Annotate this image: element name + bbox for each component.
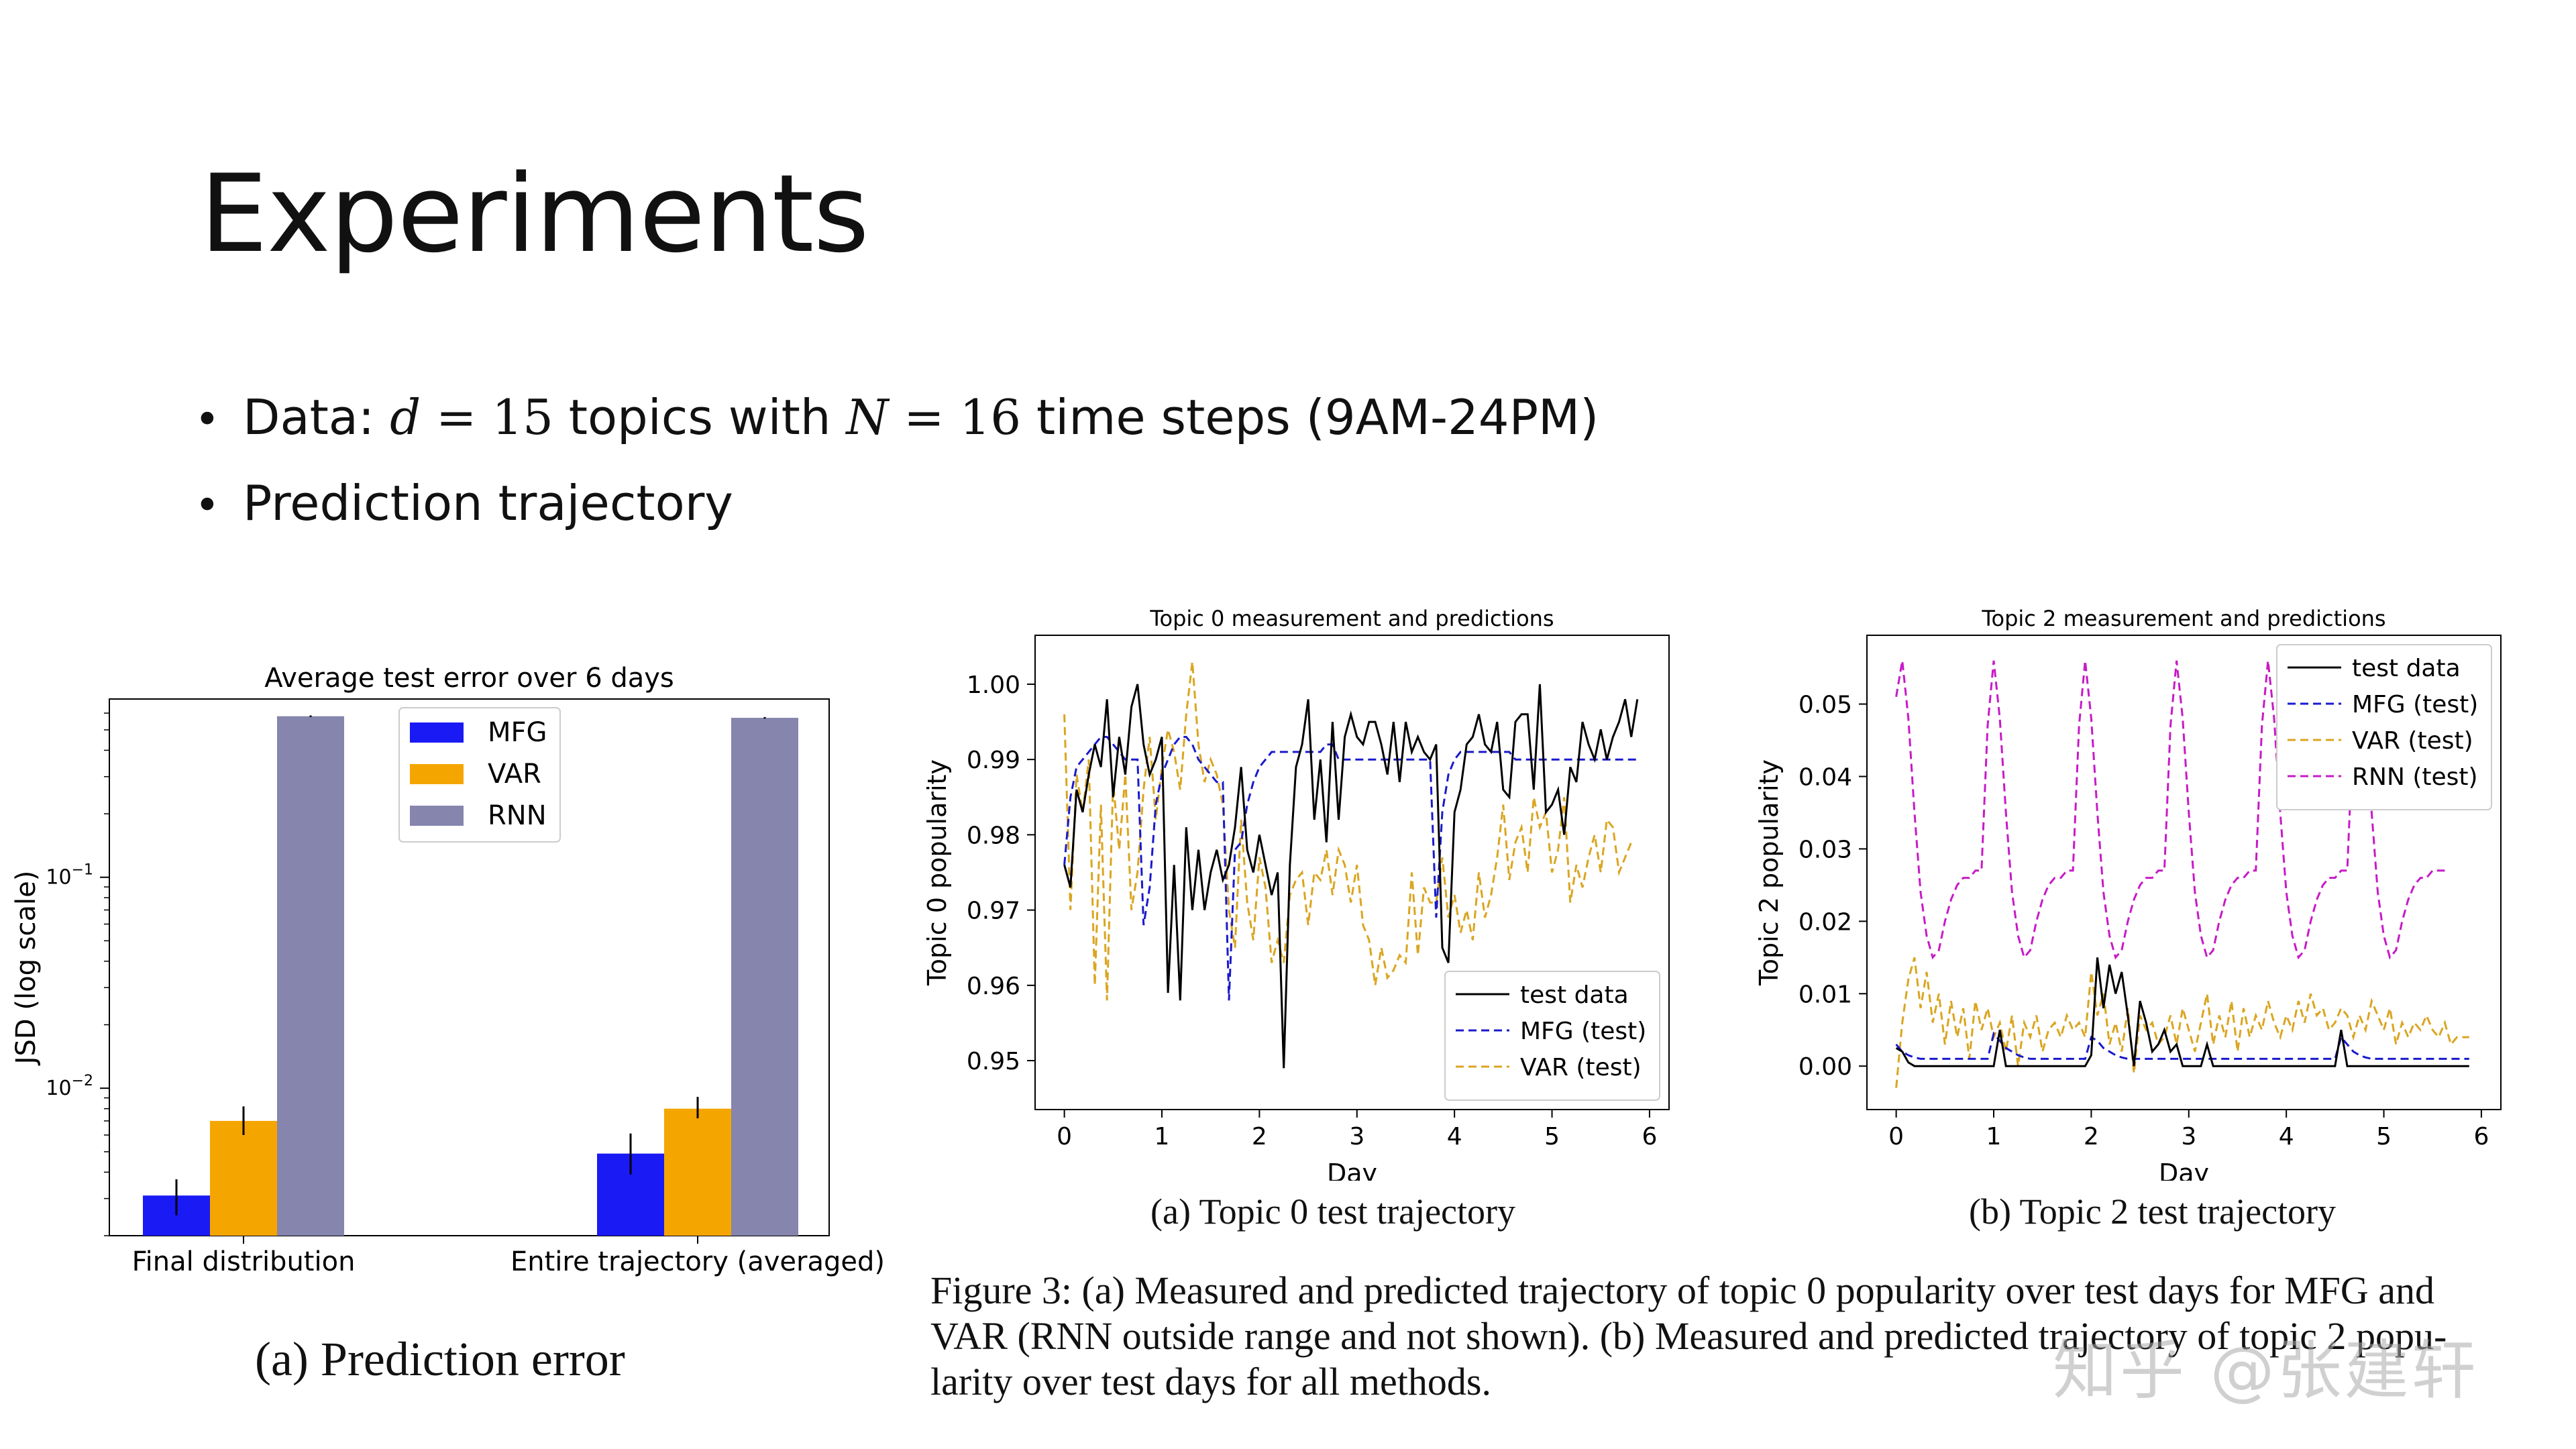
legend-label: VAR (test)	[1520, 1054, 1642, 1081]
caption-prediction-error: (a) Prediction error	[255, 1332, 625, 1386]
figure-caption: Figure 3: (a) Measured and predicted tra…	[930, 1268, 2561, 1405]
legend-swatch	[410, 806, 464, 826]
x-axis-label: Day	[2159, 1159, 2209, 1181]
y-tick-label: 0.02	[1799, 908, 1852, 936]
chart-title: Topic 0 measurement and predictions	[1149, 606, 1554, 631]
x-tick-label: 6	[2473, 1123, 2489, 1150]
bullet-dot: •	[195, 395, 220, 445]
bullet-list: • Data: d = 15 topics with N = 16 time s…	[195, 389, 1599, 561]
y-tick-label: 10−2	[46, 1073, 93, 1100]
x-tick-label: 0	[1888, 1123, 1904, 1150]
bullet-data: • Data: d = 15 topics with N = 16 time s…	[195, 389, 1599, 475]
legend-label: test data	[1520, 981, 1629, 1009]
y-tick-label: 0.98	[967, 822, 1020, 849]
bar-rnn	[731, 718, 798, 1236]
x-tick-label: 5	[2376, 1123, 2392, 1150]
series-line-var-test	[1063, 661, 1633, 1001]
series-line-test-data	[1895, 957, 2469, 1067]
y-tick-label: 0.97	[967, 898, 1020, 925]
bar-var	[210, 1120, 277, 1236]
x-tick-label: 3	[1349, 1123, 1364, 1150]
y-tick-label: 10−1	[46, 862, 93, 890]
bullet-trajectory-text: Prediction trajectory	[243, 475, 733, 531]
bullet-data-text: Data: d = 15 topics with N = 16 time ste…	[243, 389, 1599, 445]
legend-label: MFG (test)	[2352, 691, 2478, 718]
plot-frame	[109, 698, 830, 1236]
plot-frame	[1034, 635, 1670, 1110]
y-tick-label: 0.03	[1799, 836, 1852, 863]
y-axis-label: Topic 2 popularity	[1754, 759, 1784, 986]
y-tick-label: 0.95	[967, 1048, 1020, 1075]
legend-label: test data	[2352, 655, 2461, 682]
plot-frame	[1866, 635, 2502, 1110]
bar-var	[664, 1108, 731, 1236]
legend-swatch	[410, 764, 464, 784]
y-axis-label: JSD (log scale)	[11, 871, 42, 1067]
x-tick-label: 2	[2084, 1123, 2099, 1150]
caption-topic0: (a) Topic 0 test trajectory	[1150, 1191, 1516, 1232]
x-tick-label: Entire trajectory (averaged)	[511, 1246, 885, 1277]
x-tick-label: 3	[2181, 1123, 2196, 1150]
figure-caption-line: VAR (RNN outside range and not shown). (…	[930, 1314, 2447, 1358]
y-axis-label: Topic 0 popularity	[922, 759, 952, 986]
y-tick-label: 0.96	[967, 973, 1020, 1000]
y-tick-label: 0.01	[1799, 981, 1852, 1008]
y-tick-label: 0.05	[1799, 692, 1852, 719]
chart-title: Average test error over 6 days	[264, 663, 674, 694]
legend-label: MFG	[488, 717, 547, 748]
series-line-mfg-test	[1895, 1031, 2469, 1060]
chart-title: Topic 2 measurement and predictions	[1981, 606, 2385, 631]
x-tick-label: 0	[1057, 1123, 1072, 1150]
x-tick-label: 1	[1986, 1123, 2002, 1150]
bar-chart-prediction-error: Average test error over 6 days JSD (log s…	[11, 663, 885, 1277]
legend-swatch	[410, 722, 464, 743]
x-axis-label: Day	[1327, 1159, 1377, 1181]
caption-topic2: (b) Topic 2 test trajectory	[1969, 1191, 2337, 1232]
x-tick-label: 4	[2279, 1123, 2294, 1150]
bullet-trajectory: • Prediction trajectory	[195, 475, 1599, 561]
x-tick-label: Final distribution	[132, 1246, 356, 1277]
legend-label: RNN	[488, 800, 547, 831]
bullet-dot: •	[195, 481, 220, 531]
legend-box	[2276, 644, 2492, 810]
legend-label: VAR	[488, 759, 541, 790]
x-tick-label: 1	[1155, 1123, 1170, 1150]
figure-caption-line: Figure 3: (a) Measured and predicted tra…	[930, 1269, 2435, 1312]
x-tick-label: 4	[1447, 1123, 1462, 1150]
legend-label: VAR (test)	[2352, 727, 2473, 755]
slide-title: Experiments	[200, 151, 869, 276]
x-tick-label: 2	[1252, 1123, 1267, 1150]
legend-box	[1444, 971, 1660, 1101]
x-tick-label: 6	[1642, 1123, 1657, 1150]
line-chart-topic2: Topic 2 measurement and predictions Day To…	[1754, 606, 2502, 1181]
watermark: 知乎 @张建轩	[2053, 1333, 2479, 1408]
legend-label: RNN (test)	[2352, 763, 2478, 791]
legend-label: MFG (test)	[1520, 1018, 1646, 1045]
x-tick-label: 5	[1544, 1123, 1560, 1150]
y-tick-label: 0.00	[1799, 1053, 1852, 1081]
line-chart-topic0: Topic 0 measurement and predictions Day To…	[922, 606, 1670, 1181]
series-line-test-data	[1063, 684, 1639, 1069]
bar-rnn	[277, 716, 344, 1236]
series-line-mfg-test	[1063, 736, 1638, 1001]
series-line-var-test	[1895, 957, 2469, 1088]
y-tick-label: 0.04	[1799, 763, 1852, 791]
figure-caption-line: larity over test days for all methods.	[930, 1360, 1491, 1403]
y-tick-label: 1.00	[967, 672, 1020, 699]
y-tick-label: 0.99	[967, 747, 1020, 774]
